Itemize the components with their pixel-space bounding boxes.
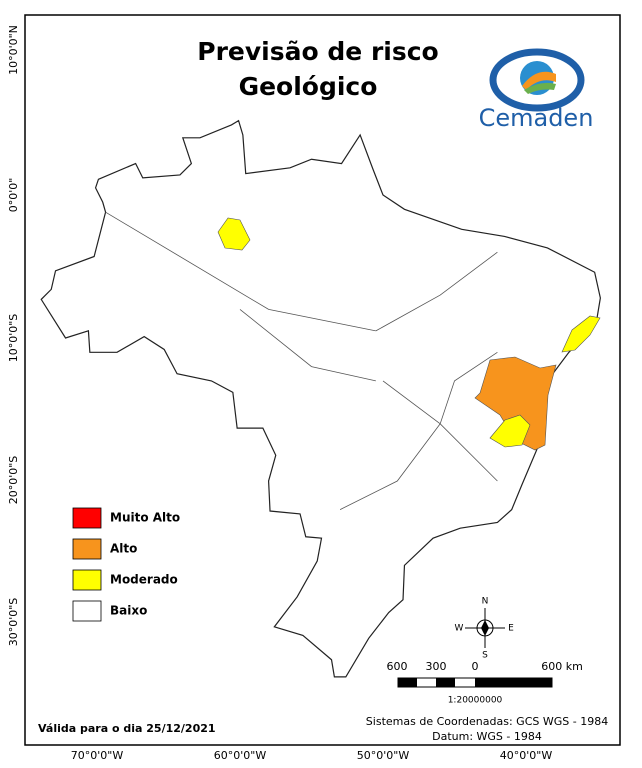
compass-label: E (508, 624, 514, 634)
longitude-label: 40°0'0"W (500, 749, 553, 762)
state-border (105, 211, 376, 332)
region-moderado (561, 315, 601, 353)
latitude-label: 20°0'0"S (7, 456, 20, 505)
scale-label: 300 (426, 660, 447, 673)
latitude-label: 10°0'0"N (7, 25, 20, 75)
brazil-outline (40, 119, 601, 678)
legend-label: Alto (110, 542, 137, 556)
latitude-label: 0°0'0" (7, 178, 20, 213)
compass-label: W (455, 624, 464, 634)
scale-label: 0 (472, 660, 479, 673)
scale-bar-segment (436, 678, 455, 687)
datum: Datum: WGS - 1984 (432, 730, 542, 743)
legend-swatch (72, 507, 102, 529)
longitude-label: 60°0'0"W (214, 749, 267, 762)
title-line: Previsão de risco (197, 37, 438, 66)
logo-text: Cemaden (479, 104, 594, 132)
longitude-label: 70°0'0"W (71, 749, 124, 762)
logo-mark (524, 82, 556, 94)
latitude-label: 30°0'0"S (7, 598, 20, 647)
legend-label: Moderado (110, 573, 178, 587)
validity-date: Válida para o dia 25/12/2021 (38, 722, 216, 735)
longitude-label: 50°0'0"W (357, 749, 410, 762)
scale-bar: 600 300 0 600 km 1:20000000 (387, 660, 583, 706)
country-shape (40, 119, 601, 678)
logo-mark (522, 71, 556, 90)
region-moderado (489, 414, 531, 448)
compass-label: N (482, 597, 489, 607)
legend-swatch (72, 538, 102, 560)
logo: Cemaden (479, 48, 594, 132)
legend-label: Baixo (110, 604, 147, 618)
state-border (239, 309, 376, 382)
scale-bar-segment (398, 678, 417, 687)
scale-label: 600 (387, 660, 408, 673)
state-border (339, 423, 441, 510)
state-border (439, 351, 498, 424)
legend-label: Muito Alto (110, 511, 180, 525)
scale-ratio: 1:20000000 (448, 696, 503, 706)
region-moderado (217, 217, 251, 251)
scale-bar-segment (475, 678, 552, 687)
compass: N S E W (455, 597, 515, 661)
title-line: Geológico (239, 72, 378, 101)
legend-swatch (72, 600, 102, 622)
latitude-label: 10°0'0"S (7, 314, 20, 363)
compass-label: S (482, 651, 488, 661)
state-border (375, 251, 498, 332)
region-alto (474, 356, 557, 451)
legend-swatch (72, 569, 102, 591)
coordinate-system: Sistemas de Coordenadas: GCS WGS - 1984 (366, 715, 608, 728)
scale-label: 600 km (541, 660, 583, 673)
